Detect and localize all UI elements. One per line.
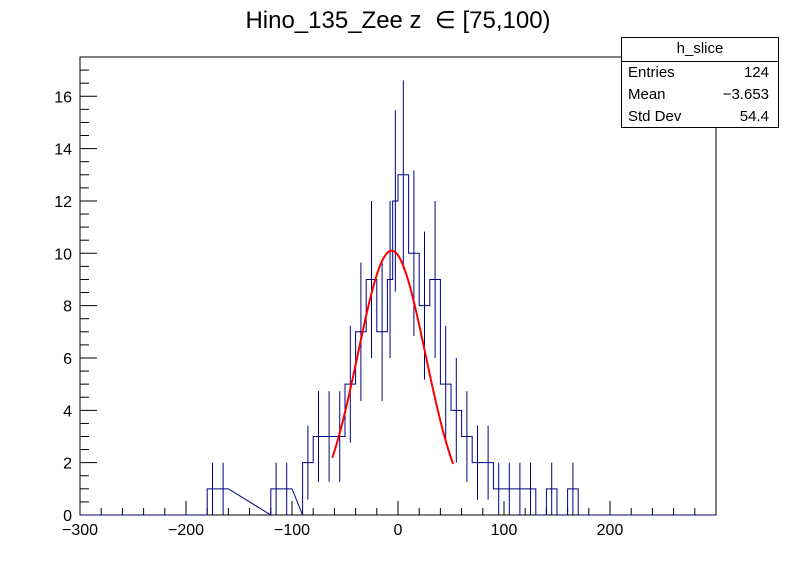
x-tick-label: 0 xyxy=(394,522,403,539)
stats-label: Std Dev xyxy=(628,108,682,125)
y-tick-label: 12 xyxy=(54,194,72,211)
x-tick-label: 100 xyxy=(491,522,518,539)
y-tick-label: 8 xyxy=(63,299,72,316)
stats-box-title: h_slice xyxy=(622,38,778,62)
x-tick-label: −300 xyxy=(62,522,98,539)
stats-row-entries: Entries 124 xyxy=(622,62,778,84)
histogram-outline xyxy=(80,174,716,516)
axes: −300 −200 −100 0 100 200 0 2 4 6 8 10 12 14 16 xyxy=(54,56,696,539)
stats-value: 54.4 xyxy=(739,108,769,125)
x-tick-label: 200 xyxy=(597,522,624,539)
gaussian-fit-curve xyxy=(331,249,455,465)
stats-row-stddev: Std Dev 54.4 xyxy=(622,106,778,128)
stats-label: Mean xyxy=(628,86,666,103)
stats-row-mean: Mean −3.653 xyxy=(622,84,778,106)
histogram-bins xyxy=(80,80,716,516)
x-tick-label: −200 xyxy=(168,522,204,539)
y-tick-label: 2 xyxy=(63,456,72,473)
y-tick-label: 6 xyxy=(63,351,72,368)
y-tick-label: 4 xyxy=(63,403,72,420)
stats-label: Entries xyxy=(628,64,675,81)
y-tick-label: 14 xyxy=(54,142,72,159)
stats-value: 124 xyxy=(743,64,769,81)
stats-value: −3.653 xyxy=(722,86,769,103)
chart-title: Hino_135_Zee z ∈ [75,100) xyxy=(245,7,551,34)
stats-box: h_slice Entries 124 Mean −3.653 Std Dev … xyxy=(621,37,779,128)
x-tick-label: −100 xyxy=(274,522,310,539)
y-tick-label: 16 xyxy=(54,89,72,106)
y-tick-label: 10 xyxy=(54,246,72,263)
y-tick-label: 0 xyxy=(63,508,72,525)
